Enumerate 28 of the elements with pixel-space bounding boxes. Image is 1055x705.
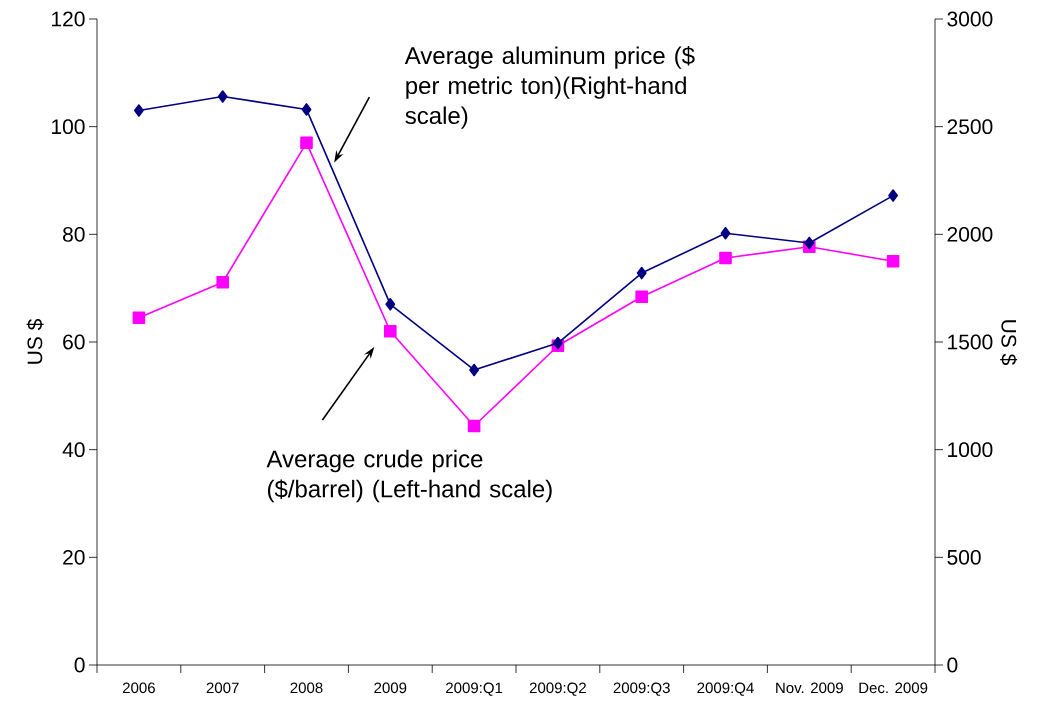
y-tick-label: 40 bbox=[62, 442, 85, 458]
y2-tick-label: 3000 bbox=[947, 11, 993, 27]
y-tick-label: 120 bbox=[52, 11, 85, 27]
y-tick-label: 0 bbox=[74, 657, 85, 673]
y-tick-label: 100 bbox=[52, 119, 85, 135]
y2-tick-label: 0 bbox=[947, 657, 958, 673]
x-tick-label: 2009:Q4 bbox=[697, 682, 754, 696]
x-tick-label: Dec. 2009 bbox=[859, 682, 928, 694]
y2-tick-label: 1000 bbox=[948, 442, 993, 458]
x-tick-label: 2006 bbox=[122, 682, 155, 694]
y-tick-label: 20 bbox=[63, 549, 85, 565]
y2-tick-label: 1500 bbox=[948, 334, 993, 350]
x-tick-label: 2009:Q3 bbox=[613, 682, 670, 696]
annotation: Average crude price ($/barrel) (Left-hand scale) bbox=[266, 449, 552, 503]
x-tick-label: 2009:Q1 bbox=[446, 682, 503, 696]
y-tick-label: 80 bbox=[63, 226, 85, 242]
x-tick-label: 2007 bbox=[206, 682, 239, 694]
annotation: Average aluminum price ($ per metric ton)(Right-hand scale) bbox=[404, 46, 695, 129]
y2-tick-label: 2500 bbox=[947, 119, 993, 135]
y2-tick-label: 2000 bbox=[947, 226, 993, 242]
y-tick-label: 60 bbox=[63, 334, 85, 350]
x-tick-label: Nov. 2009 bbox=[776, 682, 843, 694]
x-tick-label: 2009:Q2 bbox=[529, 682, 586, 696]
x-tick-label: 2009 bbox=[374, 682, 407, 694]
y-axis-title: US $ bbox=[26, 319, 44, 364]
y2-tick-label: 500 bbox=[947, 549, 981, 565]
x-tick-label: 2008 bbox=[290, 682, 323, 694]
y2-axis-title: US $ bbox=[1000, 320, 1018, 365]
